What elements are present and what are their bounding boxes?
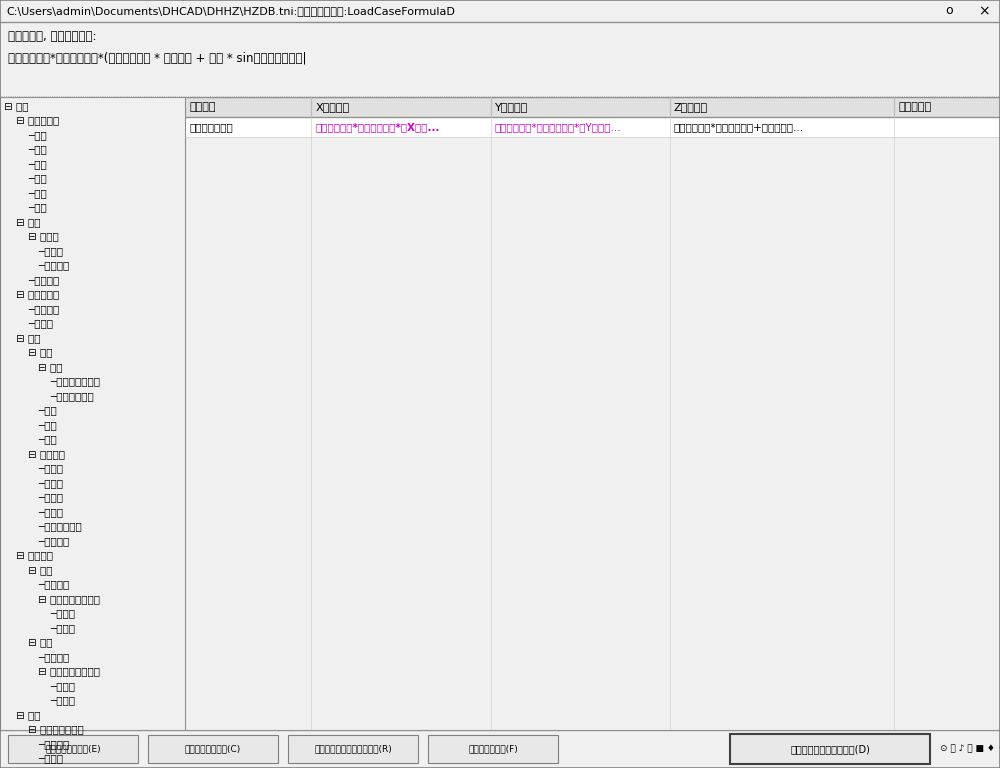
Bar bbox=[8, 735, 138, 763]
Text: ─正牢引: ─正牢引 bbox=[38, 478, 63, 488]
Text: ⊟ 验算不均匀覆冰: ⊟ 验算不均匀覆冰 bbox=[28, 724, 84, 734]
Text: ⊟ 一侧上拔一侧下压: ⊟ 一侧上拔一侧下压 bbox=[38, 594, 100, 604]
Text: ─正紧侧: ─正紧侧 bbox=[38, 492, 63, 502]
Text: ⊟ 一侧上拔一侧下压: ⊟ 一侧上拔一侧下压 bbox=[38, 667, 100, 677]
Text: Y方向公式: Y方向公式 bbox=[495, 102, 528, 112]
Text: ⊟ 不均匀覆冰: ⊟ 不均匀覆冰 bbox=[16, 290, 59, 300]
Text: ─下压侧: ─下压侧 bbox=[50, 623, 75, 633]
Text: 修改完成并保存到数据库(D): 修改完成并保存到数据库(D) bbox=[790, 744, 870, 754]
Text: ─上拔侧: ─上拔侧 bbox=[50, 681, 75, 691]
Text: 与道审公式比较(F): 与道审公式比较(F) bbox=[468, 744, 518, 753]
Text: ─正推侧: ─正推侧 bbox=[38, 464, 63, 474]
Text: ⊟ 验冰: ⊟ 验冰 bbox=[16, 710, 40, 720]
Text: 导地屏蔽线, 覆冰方向公式:: 导地屏蔽线, 覆冰方向公式: bbox=[8, 31, 96, 44]
Text: ─非脱冰侧: ─非脱冰侧 bbox=[28, 304, 59, 314]
Bar bbox=[288, 735, 418, 763]
Text: ⊟ 导地屏蔽线: ⊟ 导地屏蔽线 bbox=[16, 115, 59, 125]
Bar bbox=[730, 734, 930, 764]
Text: ─脱冰侧: ─脱冰侧 bbox=[38, 753, 63, 763]
Text: ⊟ 全部: ⊟ 全部 bbox=[4, 101, 28, 111]
Text: 查看修改过的公式(C): 查看修改过的公式(C) bbox=[185, 744, 241, 753]
Text: 导地屏蔽线覆冰: 导地屏蔽线覆冰 bbox=[189, 122, 233, 132]
Text: ─下压侧: ─下压侧 bbox=[50, 696, 75, 706]
Text: Z方向公式: Z方向公式 bbox=[674, 102, 708, 112]
Text: 可变组合系数*可变分项系数*(方向风荷系数 * 风力荷载 + 张力 * sin（线路夹角））|: 可变组合系数*可变分项系数*(方向风荷系数 * 风力荷载 + 张力 * sin（… bbox=[8, 51, 306, 65]
Text: ⊟ 脱冰上拔: ⊟ 脱冰上拔 bbox=[16, 551, 53, 561]
Bar bbox=[185, 117, 1000, 137]
Text: ×: × bbox=[978, 4, 990, 18]
Text: ─断线侧: ─断线侧 bbox=[38, 246, 63, 256]
Text: ⊟ 安装: ⊟ 安装 bbox=[16, 333, 40, 343]
Text: ─极温: ─极温 bbox=[28, 159, 47, 169]
Text: ⊟ 断线点: ⊟ 断线点 bbox=[28, 231, 59, 241]
Text: ─吐完: ─吐完 bbox=[38, 420, 57, 430]
Text: ─验风: ─验风 bbox=[28, 203, 47, 213]
Text: ⊟ 耐张终端: ⊟ 耐张终端 bbox=[28, 449, 65, 459]
Text: ─摇好侧: ─摇好侧 bbox=[38, 507, 63, 517]
Bar bbox=[148, 735, 278, 763]
Bar bbox=[185, 97, 1000, 117]
Bar bbox=[428, 735, 558, 763]
Text: ⊟ 正吹: ⊟ 正吹 bbox=[38, 362, 62, 372]
Text: ─非断线侧: ─非断线侧 bbox=[38, 260, 69, 270]
Text: ─洪水: ─洪水 bbox=[28, 188, 47, 198]
Text: ─上拔侧: ─上拔侧 bbox=[50, 608, 75, 618]
Text: X方向公式: X方向公式 bbox=[315, 102, 349, 112]
Text: ─大风: ─大风 bbox=[28, 130, 47, 140]
Text: ─非断线点: ─非断线点 bbox=[28, 275, 59, 285]
Text: ⊟ 悬奠: ⊟ 悬奠 bbox=[28, 565, 52, 575]
Text: ⊙ 中 ♪ 。 ■ ♦ ★: ⊙ 中 ♪ 。 ■ ♦ ★ bbox=[940, 744, 1000, 753]
Text: ─非脱冰侧: ─非脱冰侧 bbox=[38, 739, 69, 749]
Text: ⊟ 耐张: ⊟ 耐张 bbox=[28, 637, 52, 647]
Text: 永久分项系数*永久重力荷载+可变组合系...: 永久分项系数*永久重力荷载+可变组合系... bbox=[674, 122, 804, 132]
Text: 可变组合系数*可变分项系数*（Y方向风...: 可变组合系数*可变分项系数*（Y方向风... bbox=[495, 122, 621, 132]
Text: ─考虑水平居车: ─考虑水平居车 bbox=[50, 391, 94, 401]
Text: ─临时拉线榔出: ─临时拉线榔出 bbox=[38, 521, 82, 531]
Text: ─正推: ─正推 bbox=[38, 406, 57, 415]
Text: ─两侧上拔: ─两侧上拔 bbox=[38, 580, 69, 590]
Text: ─覆冰: ─覆冰 bbox=[28, 144, 47, 154]
Text: 工况组合: 工况组合 bbox=[189, 102, 216, 112]
Text: ─捣完: ─捣完 bbox=[38, 435, 57, 445]
Text: ⊟ 断线: ⊟ 断线 bbox=[16, 217, 40, 227]
Text: ─长期: ─长期 bbox=[28, 174, 47, 184]
Text: ─两侧上拔: ─两侧上拔 bbox=[38, 652, 69, 662]
Text: ─不考虑水平居车: ─不考虑水平居车 bbox=[50, 376, 100, 386]
Text: ─脱冰侧: ─脱冰侧 bbox=[28, 319, 53, 329]
Text: 可变组合系数*可变分项系数*（X方风...: 可变组合系数*可变分项系数*（X方风... bbox=[315, 122, 440, 132]
Text: 公式匹配値: 公式匹配値 bbox=[898, 102, 931, 112]
Text: ─导引完毕: ─导引完毕 bbox=[38, 536, 69, 546]
Text: ⊟ 悬奠: ⊟ 悬奠 bbox=[28, 347, 52, 357]
Text: o: o bbox=[945, 5, 953, 18]
Text: 持送中工况公式恢复原公式(R): 持送中工况公式恢复原公式(R) bbox=[314, 744, 392, 753]
Text: 编辑当前计算公式(E): 编辑当前计算公式(E) bbox=[45, 744, 101, 753]
Text: C:\Users\admin\Documents\DHCAD\DHHZ\HZDB.tni:工况组合公式库:LoadCaseFormulaD: C:\Users\admin\Documents\DHCAD\DHHZ\HZDB… bbox=[6, 6, 455, 16]
